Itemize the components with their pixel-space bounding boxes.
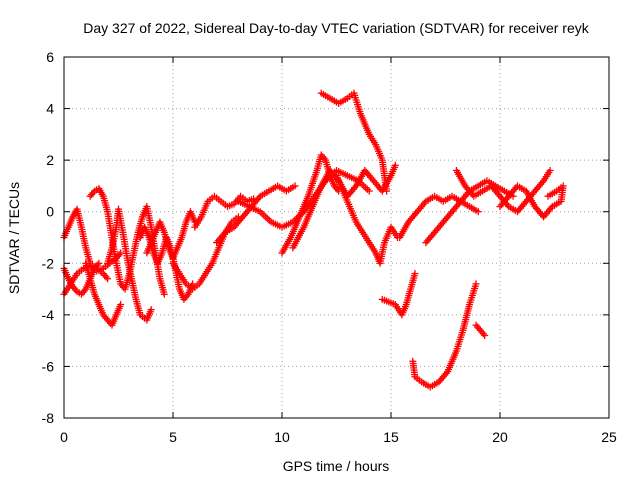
series-track-08	[143, 208, 199, 262]
y-tick-label: 4	[46, 101, 54, 117]
series-track-10	[191, 192, 258, 231]
x-tick-label: 5	[169, 429, 177, 445]
x-tick-label: 25	[601, 429, 617, 445]
x-tick-label: 20	[492, 429, 508, 445]
series-track-18	[409, 280, 480, 391]
chart-title: Day 327 of 2022, Sidereal Day-to-day VTE…	[83, 20, 589, 36]
axes: 0 5 10 15 20 25 -8 -6 -4 -2 0 2 4 6	[42, 49, 617, 445]
series-track-19	[472, 321, 489, 339]
y-tick-label: -6	[42, 358, 55, 374]
y-axis-label: SDTVAR / TECUs	[6, 182, 22, 294]
x-tick-label: 0	[60, 429, 68, 445]
x-axis-label: GPS time / hours	[283, 458, 390, 474]
grid	[64, 57, 609, 418]
x-tick-label: 15	[383, 429, 399, 445]
y-tick-label: 2	[46, 152, 54, 168]
series-track-11	[213, 182, 299, 247]
series-track-20	[396, 192, 482, 241]
series-track-17	[378, 270, 419, 319]
y-tick-label: -2	[42, 255, 55, 271]
y-tick-label: 0	[46, 204, 54, 220]
series-track-05	[82, 259, 125, 329]
data-points	[60, 89, 567, 391]
series-track-13	[278, 151, 343, 257]
y-tick-label: 6	[46, 49, 54, 65]
y-tick-label: -8	[42, 410, 55, 426]
plot-frame	[63, 56, 610, 419]
y-tick-label: -4	[42, 307, 55, 323]
series-track-23	[496, 182, 567, 221]
x-tick-label: 10	[274, 429, 290, 445]
series-track-15	[317, 89, 391, 195]
series-track-06	[104, 205, 155, 324]
